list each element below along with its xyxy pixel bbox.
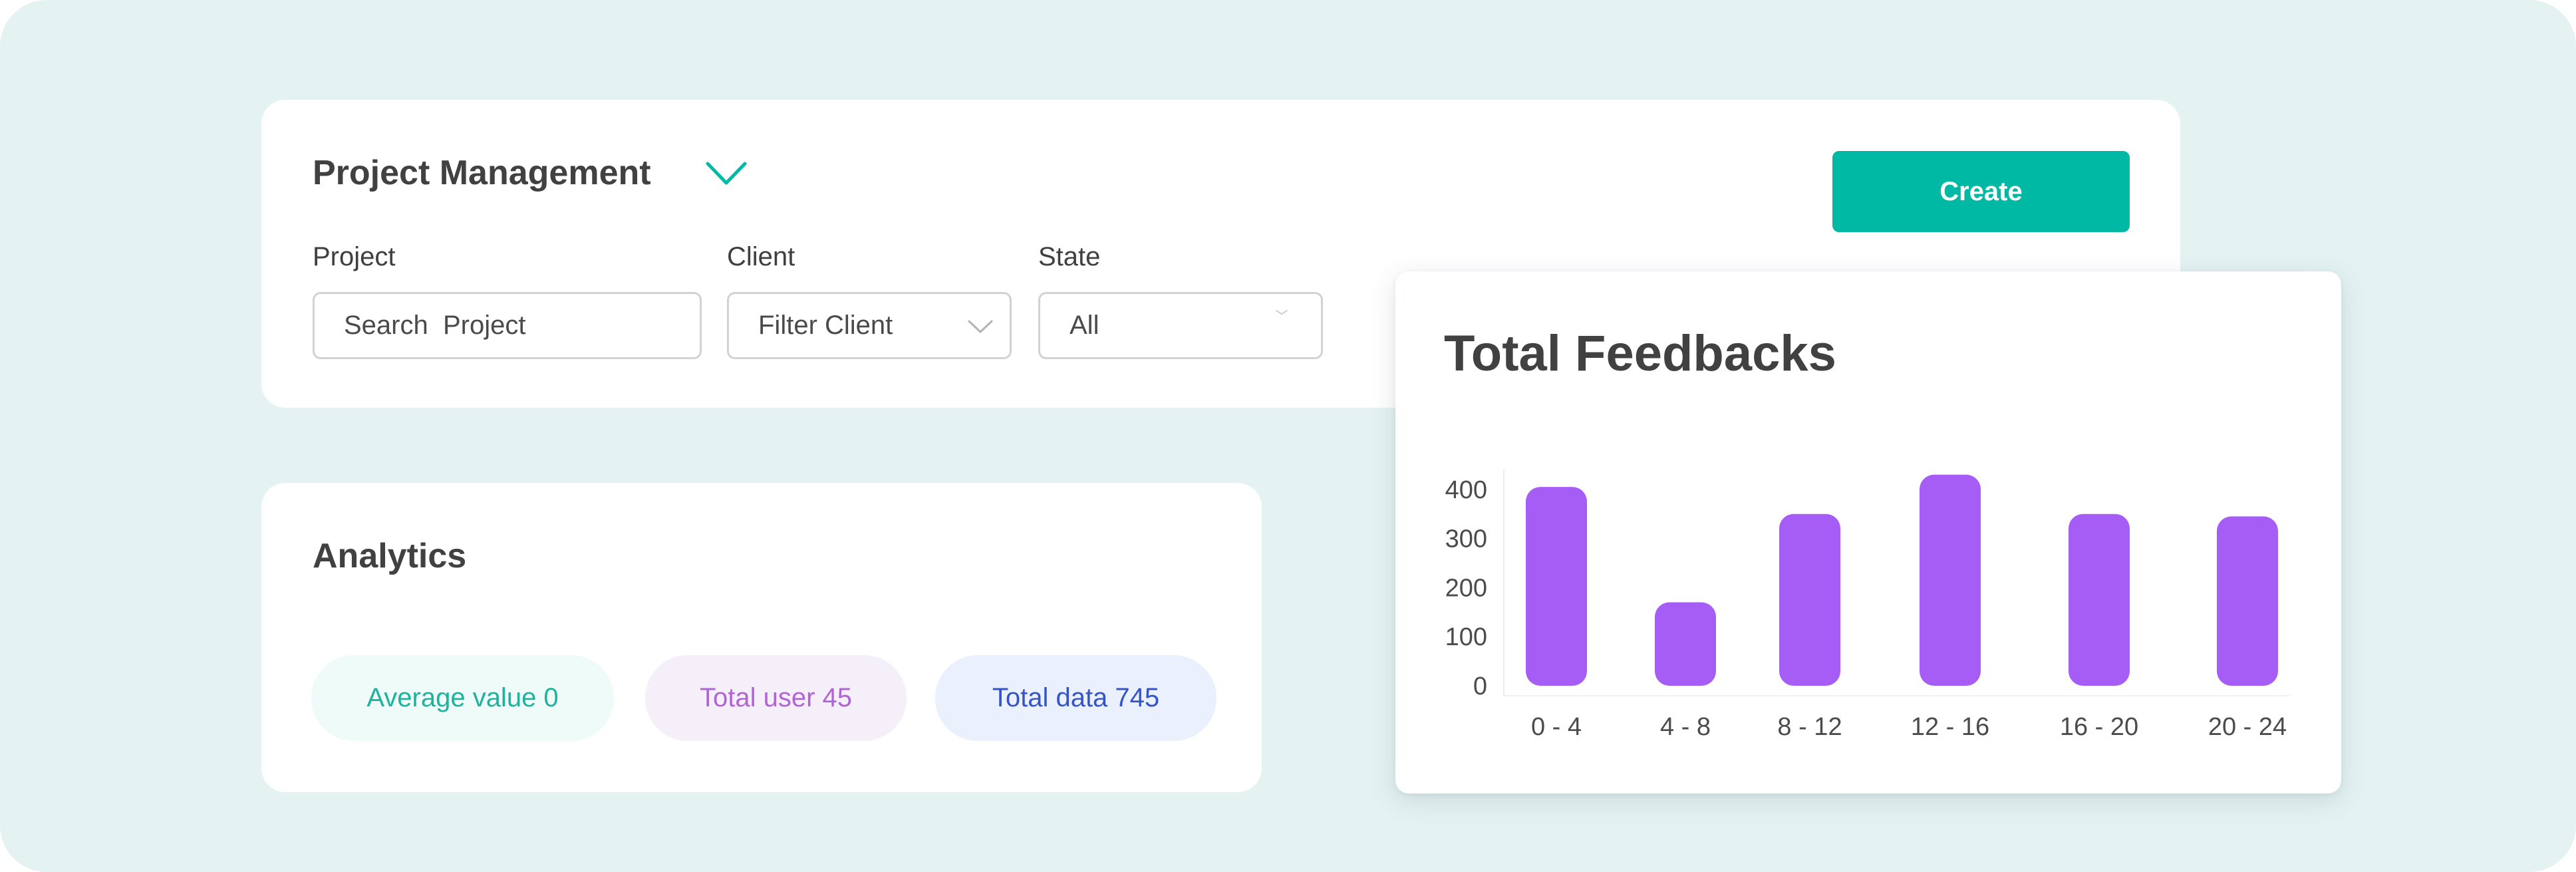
bar-12-16 <box>1920 474 1981 686</box>
create-button[interactable]: Create <box>1832 151 2130 232</box>
state-select-value: All <box>1070 311 1099 340</box>
project-search-input[interactable] <box>344 294 689 357</box>
project-field-label: Project <box>313 242 396 271</box>
y-tick-label: 400 <box>1445 476 1487 504</box>
state-field-label: State <box>1038 242 1101 271</box>
x-tick-label: 8 - 12 <box>1777 713 1842 741</box>
total-data-badge: Total data 745 <box>935 655 1216 741</box>
page-title: Project Management <box>313 154 651 192</box>
project-management-card: Project Management Create Project Client… <box>261 100 2180 408</box>
analytics-title: Analytics <box>313 537 467 575</box>
average-value-badge: Average value 0 <box>311 655 614 741</box>
feedback-bar-chart: 0 100 200 300 400 0 - 4 4 - 8 8 - 12 12 - 16 16 -… <box>1445 470 2290 741</box>
y-tick-label: 200 <box>1445 574 1487 602</box>
chevron-down-icon[interactable] <box>705 161 748 186</box>
bar-20-24 <box>2217 516 2278 686</box>
analytics-card: Analytics Average value 0 Total user 45 … <box>261 483 1262 792</box>
client-select-value: Filter Client <box>758 311 893 340</box>
chevron-down-icon <box>1276 310 1288 315</box>
total-feedbacks-card: Total Feedbacks 0 100 200 300 400 0 - 4 4 - 8 8… <box>1395 271 2341 794</box>
y-tick-label: 100 <box>1445 623 1487 651</box>
state-select[interactable]: All <box>1038 292 1323 359</box>
bar-8-12 <box>1779 513 1840 686</box>
chart-title: Total Feedbacks <box>1444 325 1836 382</box>
x-tick-label: 16 - 20 <box>2060 713 2138 741</box>
client-select[interactable]: Filter Client <box>727 292 1012 359</box>
x-tick-label: 4 - 8 <box>1660 713 1711 741</box>
y-tick-label: 0 <box>1473 672 1487 700</box>
bar-4-8 <box>1655 602 1716 686</box>
total-user-badge: Total user 45 <box>645 655 907 741</box>
bar-16-20 <box>2069 513 2130 686</box>
x-tick-label: 12 - 16 <box>1911 713 1989 741</box>
chevron-down-icon <box>968 320 993 333</box>
bar-0-4 <box>1526 487 1587 686</box>
y-tick-label: 300 <box>1445 525 1487 553</box>
x-tick-label: 20 - 24 <box>2208 713 2287 741</box>
x-tick-label: 0 - 4 <box>1531 713 1582 741</box>
client-field-label: Client <box>727 242 795 271</box>
project-search-field <box>313 292 702 359</box>
